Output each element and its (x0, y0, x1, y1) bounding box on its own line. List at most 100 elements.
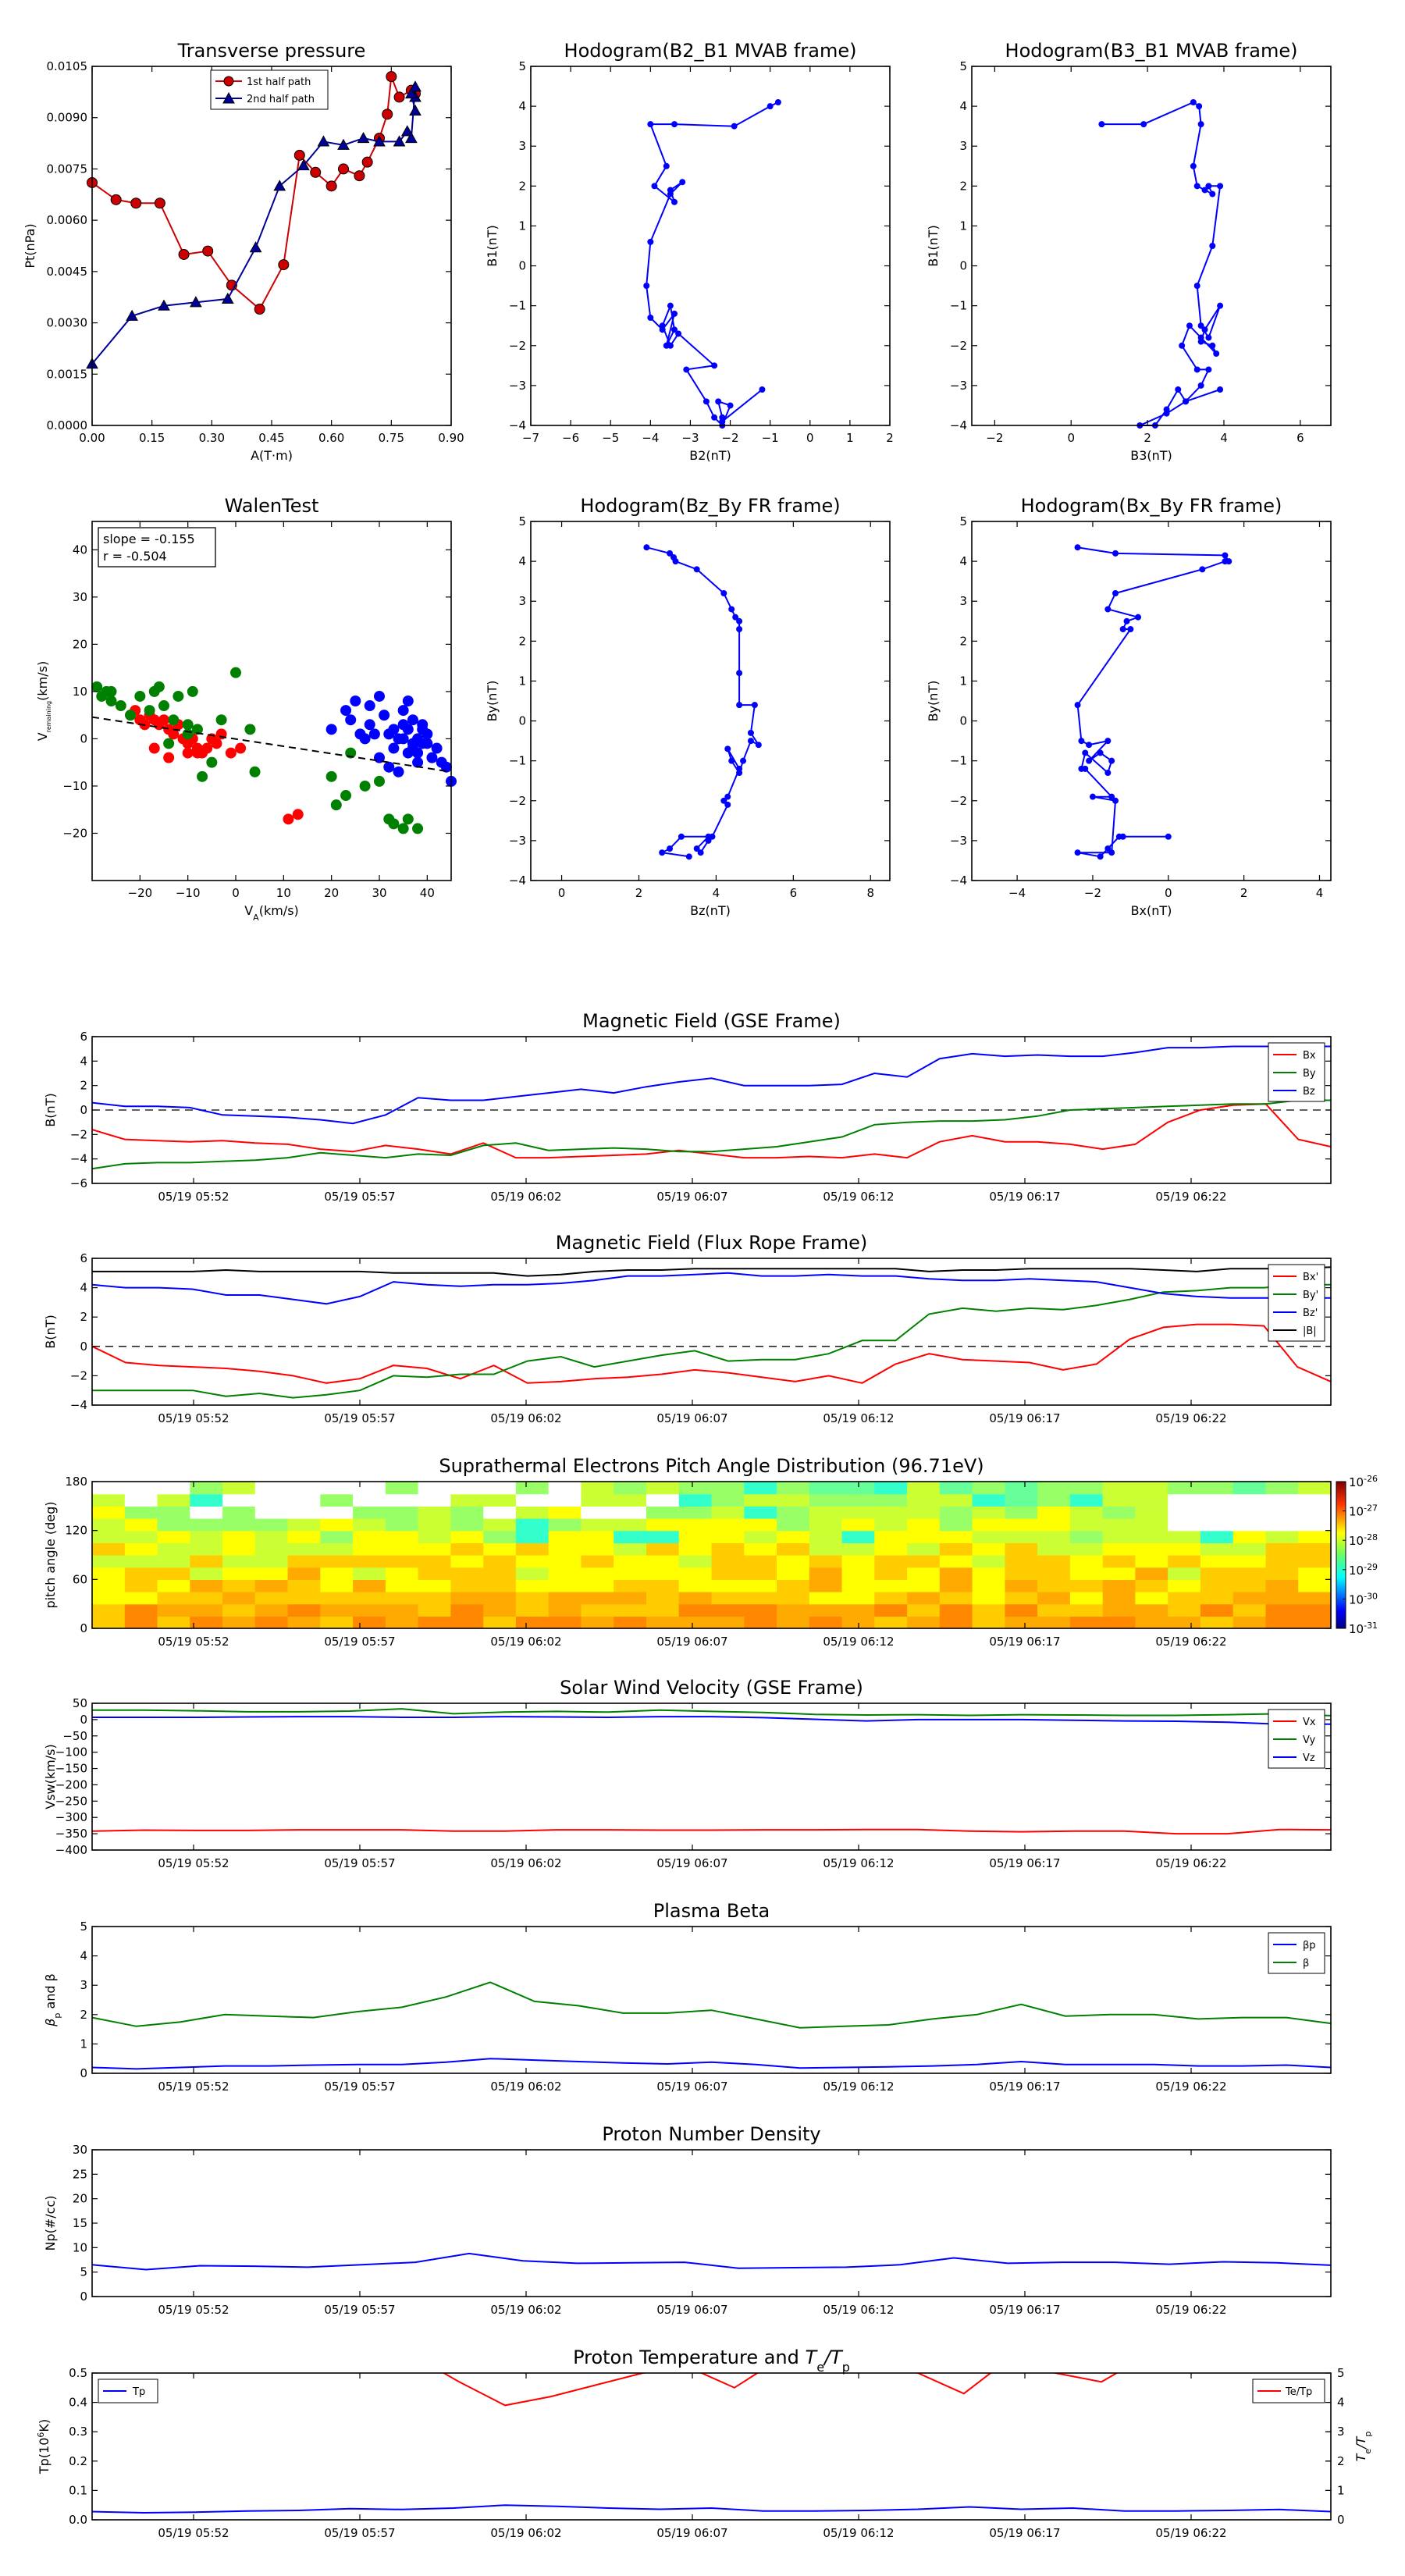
heatmap-cell (548, 1603, 582, 1617)
legend-label: Vy (1303, 1735, 1316, 1746)
y-tick-label: −20 (62, 826, 87, 840)
heatmap-cell (1069, 1482, 1104, 1495)
data-point (1074, 702, 1081, 709)
y2-tick-label: 0 (1337, 2513, 1345, 2527)
heatmap-cell (1265, 1579, 1299, 1592)
chart-title: Transverse pressure (177, 40, 366, 62)
y-tick-label: 5 (518, 59, 526, 73)
heatmap-cell (157, 1518, 190, 1532)
data-point (1217, 386, 1224, 393)
data-point (1193, 183, 1200, 190)
heatmap-cell (678, 1592, 713, 1605)
data-point (386, 71, 397, 83)
heatmap-cell (385, 1530, 419, 1543)
data-point (148, 742, 160, 754)
y-tick-label: 3 (959, 594, 967, 608)
heatmap-cell (483, 1506, 517, 1519)
data-point (1098, 121, 1105, 128)
y-tick-label: 0 (80, 1103, 87, 1117)
x-tick-label: 05/19 06:12 (823, 2080, 894, 2094)
x-tick-label: 05/19 06:22 (1155, 1856, 1226, 1870)
heatmap-cell (418, 1603, 451, 1617)
heatmap-cell (353, 1518, 386, 1532)
data-point (409, 104, 422, 116)
y-tick-label: −2 (70, 1127, 87, 1141)
data-point (1104, 770, 1112, 776)
legend-label: Vx (1303, 1717, 1316, 1728)
data-point (283, 813, 294, 825)
heatmap-cell (777, 1493, 810, 1507)
x-tick-label: 05/19 06:07 (656, 2080, 727, 2094)
text-span: -26 (1364, 1474, 1378, 1484)
data-point (724, 745, 731, 753)
y-tick-label: 4 (80, 1054, 87, 1068)
heatmap-cell (450, 1493, 484, 1507)
chart-proton-number-density: Proton Number Density 0 5 10 15 20 25 30 05/19 0… (43, 2123, 1332, 2317)
x-tick-label: 05/19 06:07 (656, 1411, 727, 1425)
y-tick-label: −400 (55, 1843, 87, 1857)
x-tick-label: 05/19 06:12 (823, 2303, 894, 2317)
y-axis-label: Tp(106K) (36, 2419, 52, 2475)
heatmap-cell (190, 1603, 223, 1617)
data-point (1123, 617, 1130, 624)
y-tick-label: −250 (55, 1794, 87, 1808)
heatmap-cell (1102, 1592, 1136, 1605)
heatmap-cell (1298, 1555, 1332, 1568)
colorbar-tick-label: 10-30 (1349, 1591, 1378, 1607)
x-tick-label: 05/19 06:12 (823, 2526, 894, 2540)
text-span: -27 (1364, 1503, 1378, 1513)
heatmap-cell (190, 1616, 223, 1629)
heatmap-cell (222, 1579, 256, 1592)
y-tick-label: −1 (950, 299, 967, 313)
heatmap-cell (972, 1542, 1005, 1556)
data-point (1209, 342, 1216, 349)
heatmap-cell (874, 1592, 908, 1605)
heatmap-cell (385, 1518, 419, 1532)
y-tick-label: 2 (959, 179, 967, 193)
data-point (1190, 162, 1197, 169)
heatmap-cell (418, 1506, 451, 1519)
heatmap-cell (907, 1592, 941, 1605)
data-point (182, 747, 194, 759)
data-point (1082, 749, 1089, 756)
data-point (163, 738, 175, 749)
x-tick-label: 05/19 06:22 (1155, 1635, 1226, 1649)
heatmap-cell (254, 1493, 289, 1507)
heatmap-cell (907, 1542, 941, 1556)
legend-label: Bz (1303, 1086, 1315, 1098)
heatmap-cell (157, 1603, 190, 1617)
heatmap-cell (1069, 1555, 1104, 1568)
data-point (671, 121, 678, 128)
data-point (1086, 757, 1093, 764)
heatmap-cell (320, 1493, 354, 1507)
heatmap-cell (1069, 1518, 1104, 1532)
heatmap-cell (1135, 1542, 1168, 1556)
data-point (728, 757, 735, 764)
text-span: 10 (1349, 1475, 1364, 1489)
data-point (431, 742, 443, 754)
y-tick-label: 0.0105 (47, 59, 88, 73)
heatmap-cell (1005, 1506, 1038, 1519)
heatmap-cell (1168, 1518, 1201, 1532)
heatmap-cell (222, 1542, 256, 1556)
text-span: β (43, 2019, 58, 2027)
heatmap-cell (515, 1555, 550, 1568)
heatmap-cell (972, 1592, 1005, 1605)
data-point (667, 342, 674, 349)
heatmap-cell (1037, 1616, 1071, 1629)
heatmap-cell (646, 1579, 680, 1592)
heatmap-cell (515, 1603, 550, 1617)
heatmap-cell (124, 1482, 158, 1495)
data-point (731, 123, 738, 130)
text-span: V (35, 732, 50, 741)
heatmap-cell (353, 1616, 386, 1629)
heatmap-cell (92, 1542, 126, 1556)
heatmap-cell (1298, 1482, 1332, 1495)
series-line-By' (92, 1283, 1331, 1399)
data-point (755, 742, 762, 749)
y-tick-label: 0.5 (69, 2366, 87, 2380)
heatmap-cell (907, 1493, 941, 1507)
data-point (1175, 386, 1182, 393)
heatmap-cell (646, 1603, 680, 1617)
heatmap-cell (1102, 1518, 1136, 1532)
